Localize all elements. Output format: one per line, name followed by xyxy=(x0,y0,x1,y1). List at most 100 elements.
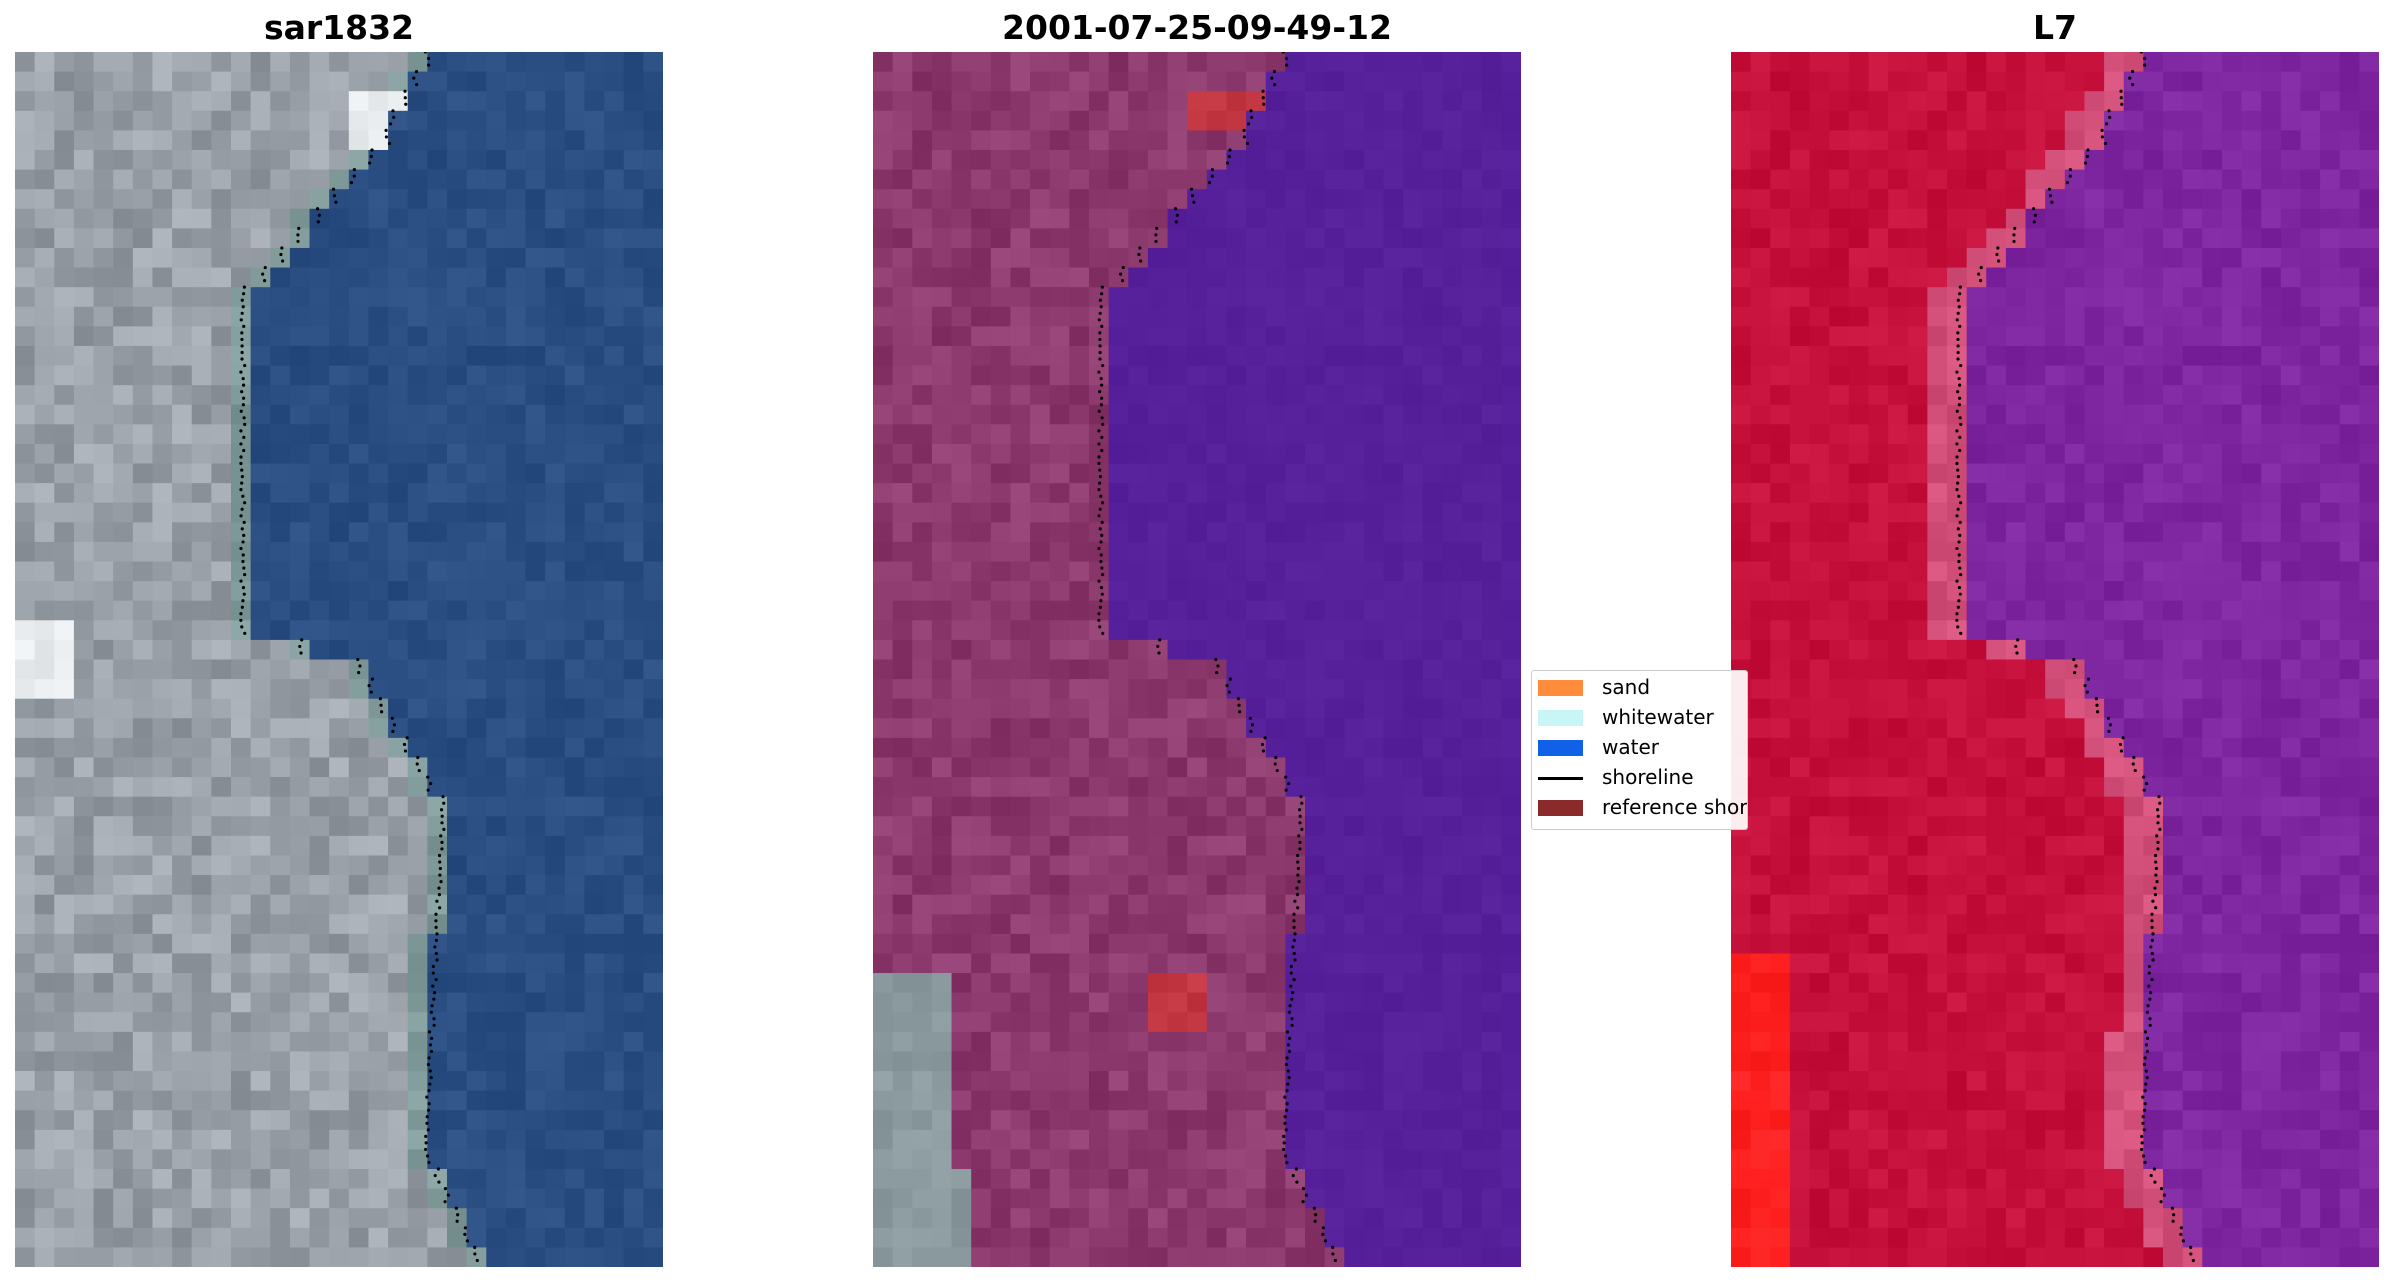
image-pixel xyxy=(270,110,291,131)
image-pixel xyxy=(990,463,1012,484)
image-pixel xyxy=(427,130,448,151)
image-pixel xyxy=(1147,1227,1169,1249)
image-pixel xyxy=(250,1110,271,1131)
shoreline-point xyxy=(1097,455,1101,459)
image-pixel xyxy=(2123,110,2144,131)
image-pixel xyxy=(623,855,644,876)
image-pixel xyxy=(191,345,212,367)
image-pixel xyxy=(54,1031,75,1053)
image-pixel xyxy=(1265,561,1286,582)
image-pixel xyxy=(152,91,173,112)
image-pixel xyxy=(1324,679,1345,700)
image-pixel xyxy=(1128,522,1149,543)
image-pixel xyxy=(1030,855,1051,876)
image-pixel xyxy=(2045,267,2066,288)
image-pixel xyxy=(1481,933,1502,955)
image-pixel xyxy=(2359,52,2379,73)
image-pixel xyxy=(2261,130,2282,151)
image-pixel xyxy=(211,522,232,543)
image-pixel xyxy=(93,1012,114,1033)
image-pixel xyxy=(564,71,586,92)
image-pixel xyxy=(329,855,350,876)
shoreline-point xyxy=(263,265,267,270)
image-pixel xyxy=(2359,189,2379,210)
image-pixel xyxy=(172,620,193,641)
image-pixel xyxy=(250,287,271,308)
image-pixel xyxy=(1848,208,1870,229)
image-pixel xyxy=(1128,287,1149,308)
image-pixel xyxy=(971,855,992,876)
image-pixel xyxy=(1927,130,1948,151)
image-pixel xyxy=(564,1071,586,1092)
image-pixel xyxy=(466,835,487,857)
image-pixel xyxy=(873,404,894,425)
image-pixel xyxy=(1206,600,1228,621)
image-pixel xyxy=(1049,424,1070,445)
image-pixel xyxy=(951,110,972,131)
image-pixel xyxy=(2064,306,2086,327)
image-pixel xyxy=(1986,110,2007,131)
image-pixel xyxy=(623,757,644,778)
image-pixel xyxy=(1462,345,1483,367)
shoreline-point xyxy=(279,252,283,257)
image-pixel xyxy=(1324,933,1345,955)
image-pixel xyxy=(604,1071,625,1092)
image-pixel xyxy=(1422,463,1444,484)
image-pixel xyxy=(951,1012,972,1033)
image-pixel xyxy=(1789,306,1811,327)
image-pixel xyxy=(1481,581,1502,602)
image-pixel xyxy=(368,1129,389,1151)
image-pixel xyxy=(1363,835,1385,857)
rgb-image-panel xyxy=(15,52,663,1267)
image-pixel xyxy=(407,561,428,582)
image-pixel xyxy=(1226,933,1247,955)
image-pixel xyxy=(54,1188,75,1209)
image-pixel xyxy=(15,110,36,131)
shoreline-point xyxy=(239,514,243,518)
image-pixel xyxy=(1442,502,1463,523)
shoreline-point xyxy=(426,775,430,779)
image-pixel xyxy=(912,1110,933,1131)
image-pixel xyxy=(1383,52,1404,73)
image-pixel xyxy=(1868,189,1889,210)
image-pixel xyxy=(2339,247,2360,269)
image-pixel xyxy=(1265,247,1286,269)
image-pixel xyxy=(604,345,625,367)
image-pixel xyxy=(1010,365,1031,386)
image-pixel xyxy=(34,1227,55,1249)
image-pixel xyxy=(329,189,350,210)
image-pixel xyxy=(1462,287,1483,308)
image-pixel xyxy=(466,365,487,386)
image-pixel xyxy=(172,71,193,92)
image-pixel xyxy=(73,1169,95,1190)
image-pixel xyxy=(1927,345,1948,367)
image-pixel xyxy=(1462,483,1483,504)
image-pixel xyxy=(1344,1071,1365,1092)
image-pixel xyxy=(505,875,527,896)
image-pixel xyxy=(1422,796,1444,817)
image-pixel xyxy=(113,149,134,171)
image-pixel xyxy=(1167,1051,1188,1072)
image-pixel xyxy=(1927,91,1948,112)
image-pixel xyxy=(623,875,644,896)
image-pixel xyxy=(1363,659,1385,680)
image-pixel xyxy=(1147,1129,1169,1151)
image-pixel xyxy=(2182,326,2203,347)
image-pixel xyxy=(1501,953,1521,974)
image-pixel xyxy=(1030,228,1051,249)
image-pixel xyxy=(1422,1071,1444,1092)
shoreline-point xyxy=(1097,546,1101,551)
image-pixel xyxy=(1829,267,1850,288)
shoreline-point xyxy=(1154,239,1158,244)
image-pixel xyxy=(1049,1129,1070,1151)
image-pixel xyxy=(525,1208,546,1229)
image-pixel xyxy=(486,835,507,857)
image-pixel xyxy=(1403,385,1424,406)
image-pixel xyxy=(1809,326,1830,347)
image-pixel xyxy=(172,404,193,425)
shoreline-point xyxy=(417,768,421,773)
image-pixel xyxy=(309,1169,330,1190)
image-pixel xyxy=(643,443,663,465)
image-pixel xyxy=(309,1071,330,1092)
image-pixel xyxy=(368,149,389,171)
